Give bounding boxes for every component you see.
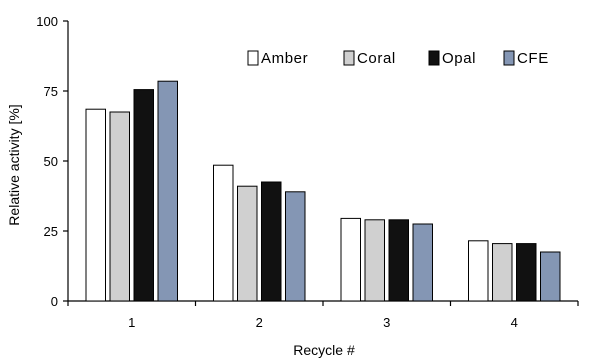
bar-coral-recycle-2 [237, 185, 258, 302]
bar-coral-recycle-3 [364, 219, 385, 302]
bar-coral-recycle-1 [109, 111, 130, 302]
y-tick-label: 50 [44, 154, 58, 169]
x-tick-label: 4 [511, 315, 518, 330]
bar-cfe-recycle-3 [412, 223, 433, 302]
bar-opal-recycle-4 [516, 243, 537, 302]
legend-swatch-amber [247, 50, 259, 66]
bar-cfe-recycle-4 [540, 251, 561, 302]
x-tick-label: 2 [256, 315, 263, 330]
bar-opal-recycle-1 [133, 89, 154, 302]
legend-swatch-coral [343, 50, 355, 66]
legend-swatch-opal [428, 50, 440, 66]
legend-label-opal: Opal [442, 50, 476, 67]
bar-opal-recycle-3 [388, 219, 409, 302]
bars [85, 80, 561, 302]
bar-coral-recycle-4 [492, 243, 513, 302]
bar-cfe-recycle-2 [285, 191, 306, 302]
x-tick-label: 1 [128, 315, 135, 330]
legend-label-cfe: CFE [517, 50, 549, 67]
bar-amber-recycle-3 [340, 217, 361, 302]
legend-swatch-cfe [503, 50, 515, 66]
y-tick-label: 0 [51, 294, 58, 309]
x-tick-label: 3 [383, 315, 390, 330]
bar-cfe-recycle-1 [157, 80, 178, 302]
bar-opal-recycle-2 [261, 181, 282, 302]
legend-label-amber: Amber [261, 50, 308, 67]
bar-amber-recycle-2 [213, 164, 234, 302]
bar-amber-recycle-1 [85, 108, 106, 302]
y-axis: 0 25 50 75 100 [36, 14, 69, 309]
y-tick-label: 25 [44, 224, 58, 239]
y-tick-label: 75 [44, 84, 58, 99]
legend: Amber Coral Opal CFE [247, 50, 549, 67]
legend-label-coral: Coral [357, 50, 396, 67]
y-axis-title: Relative activity [%] [6, 104, 22, 225]
y-tick-label: 100 [36, 14, 58, 29]
bar-amber-recycle-4 [468, 240, 489, 302]
x-axis: 1 2 3 4 [67, 300, 579, 330]
x-axis-title: Recycle # [293, 342, 355, 358]
